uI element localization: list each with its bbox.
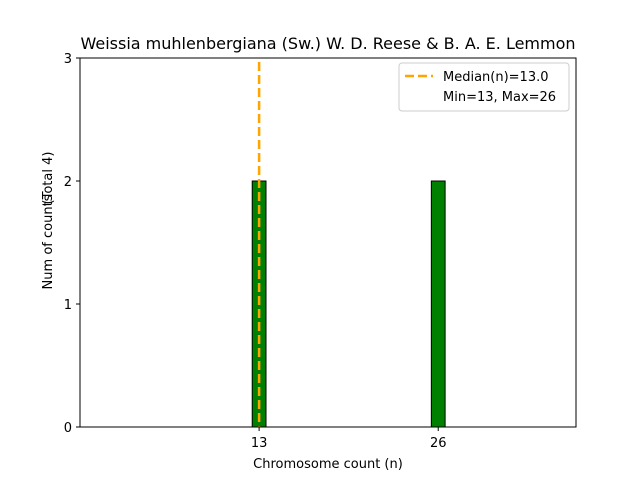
y-axis-ticks: 0 1 2 3 (64, 52, 80, 436)
chart-title: Weissia muhlenbergiana (Sw.) W. D. Reese… (80, 34, 575, 53)
y-axis-total-note: (Total 4) (41, 152, 56, 205)
legend-range-label: Min=13, Max=26 (443, 90, 556, 105)
x-axis-ticks: 13 26 (251, 427, 447, 451)
y-axis-label: Num of counts (41, 194, 56, 289)
plot-frame (79, 57, 577, 428)
y-tick-label: 0 (64, 421, 72, 436)
legend: Median(n)=13.0 Min=13, Max=26 (398, 62, 570, 112)
legend-box (398, 62, 570, 112)
x-axis-label: Chromosome count (n) (253, 457, 403, 472)
bars-group (251, 180, 446, 428)
legend-median-label: Median(n)=13.0 (443, 70, 549, 85)
x-tick-label: 26 (430, 436, 447, 451)
bar-26 (430, 180, 446, 428)
y-tick-label: 3 (64, 52, 72, 67)
x-tick-label: 13 (251, 436, 268, 451)
y-tick-label: 2 (64, 175, 72, 190)
plot-area (79, 57, 577, 428)
y-tick-label: 1 (64, 298, 72, 313)
